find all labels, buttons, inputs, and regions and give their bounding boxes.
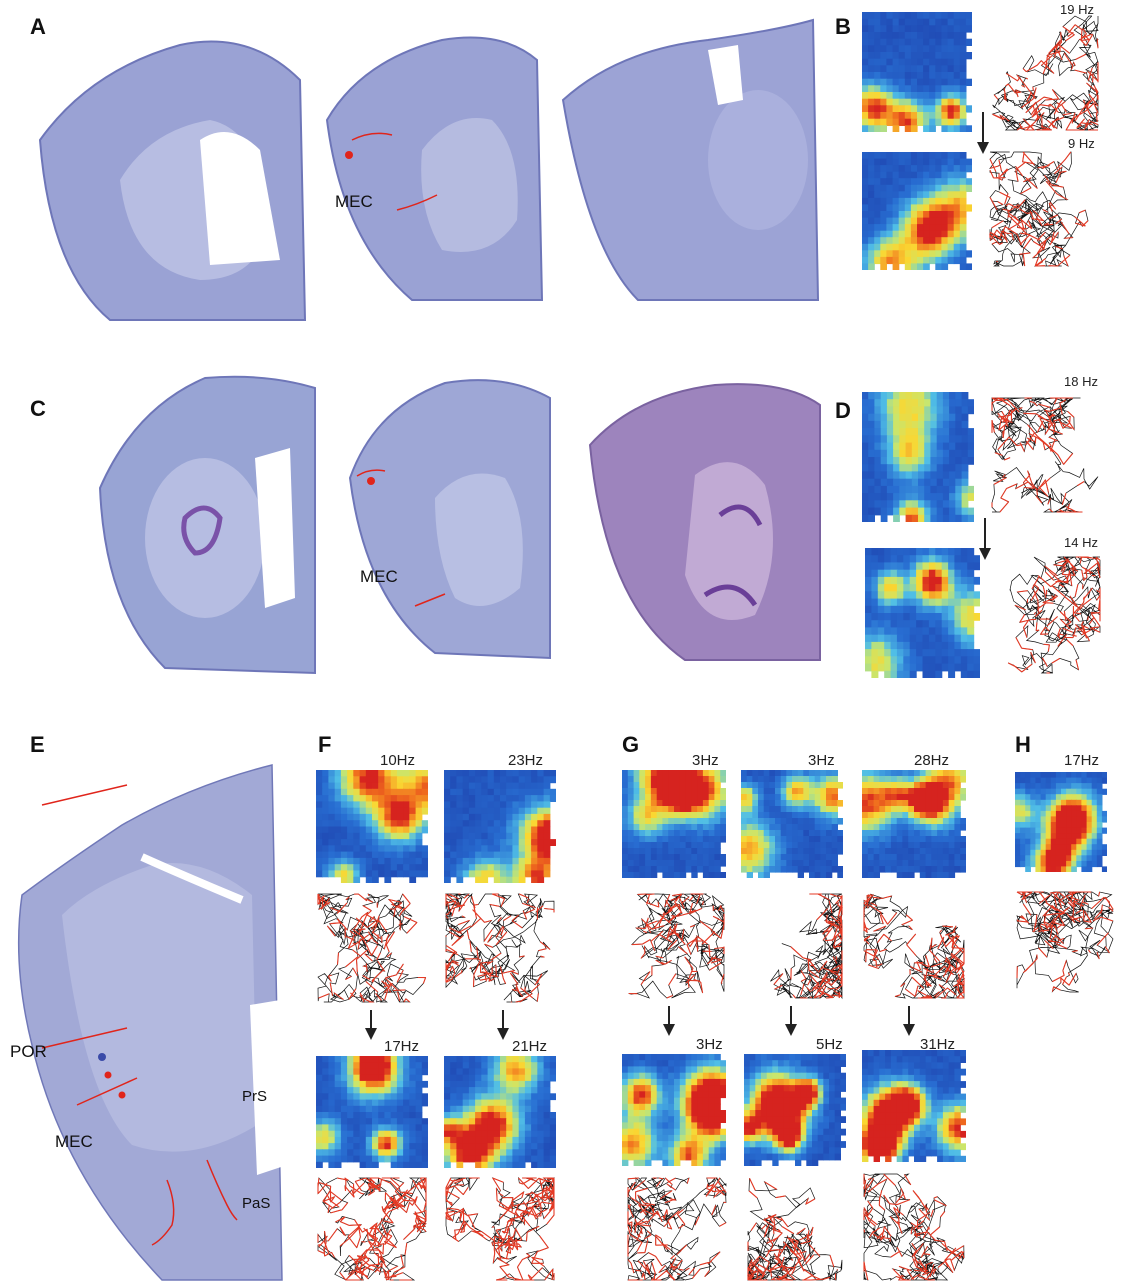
rate-f-bottom-2: 21Hz bbox=[512, 1038, 548, 1055]
trajectory-g-top-3 bbox=[862, 892, 966, 1000]
arrow-down-icon bbox=[903, 1006, 915, 1036]
brain-section-e bbox=[17, 764, 287, 1281]
brain-section-c1 bbox=[98, 375, 316, 675]
rate-map-b-bottom bbox=[862, 152, 972, 270]
trajectory-h-top bbox=[1015, 890, 1115, 994]
panel-letter-d: D bbox=[835, 398, 851, 423]
rate-f-top-1: 10Hz bbox=[380, 752, 416, 769]
panel-letter-e: E bbox=[30, 732, 45, 757]
rate-h-top: 17Hz bbox=[1064, 752, 1100, 769]
rate-b-bottom: 9 Hz bbox=[1068, 136, 1095, 151]
trajectory-g-top-1 bbox=[622, 892, 726, 1000]
rate-map-g-top-3 bbox=[862, 770, 966, 878]
label-prs: PrS bbox=[242, 1088, 268, 1105]
rate-d-top: 18 Hz bbox=[1064, 374, 1098, 389]
rate-g-bottom-1: 3Hz bbox=[696, 1036, 723, 1053]
trajectory-f-bottom-1 bbox=[316, 1176, 428, 1282]
label-pas: PaS bbox=[242, 1195, 271, 1212]
arrow-down-icon bbox=[785, 1006, 797, 1036]
rate-map-g-bottom-3 bbox=[862, 1050, 966, 1162]
rate-map-g-bottom-1 bbox=[622, 1054, 726, 1166]
trajectory-f-top-1 bbox=[316, 892, 428, 1004]
brain-section-a3 bbox=[561, 18, 820, 301]
trajectory-g-bottom-2 bbox=[746, 1176, 844, 1282]
rate-g-bottom-3: 31Hz bbox=[920, 1036, 956, 1053]
rate-g-top-1: 3Hz bbox=[692, 752, 719, 769]
trajectory-g-bottom-3 bbox=[862, 1172, 966, 1282]
arrow-down-icon bbox=[979, 518, 991, 560]
trajectory-g-bottom-1 bbox=[626, 1176, 728, 1282]
rate-map-h-top bbox=[1015, 772, 1107, 872]
rate-map-f-top-1 bbox=[316, 770, 428, 883]
trajectory-f-top-2 bbox=[444, 892, 556, 1004]
rate-b-top: 19 Hz bbox=[1060, 2, 1094, 17]
trajectory-b-top bbox=[988, 14, 1100, 132]
rate-map-f-top-2 bbox=[444, 770, 556, 883]
rate-map-d-bottom bbox=[865, 548, 980, 678]
arrow-down-icon bbox=[365, 1010, 377, 1040]
brain-section-a1 bbox=[38, 40, 307, 321]
rate-f-bottom-1: 17Hz bbox=[384, 1038, 420, 1055]
rate-f-top-2: 23Hz bbox=[508, 752, 544, 769]
label-mec-a: MEC bbox=[335, 192, 373, 211]
rate-map-g-bottom-2 bbox=[744, 1054, 846, 1166]
trajectory-f-bottom-2 bbox=[444, 1176, 556, 1282]
panel-letter-h: H bbox=[1015, 732, 1031, 757]
panel-letter-f: F bbox=[318, 732, 332, 757]
rate-g-top-3: 28Hz bbox=[914, 752, 950, 769]
label-por: POR bbox=[10, 1042, 47, 1061]
arrow-down-icon bbox=[663, 1006, 675, 1036]
trajectory-b-bottom bbox=[988, 150, 1100, 268]
panel-letter-c: C bbox=[30, 396, 46, 421]
rate-map-g-top-1 bbox=[622, 770, 726, 878]
rate-map-b-top bbox=[862, 12, 972, 132]
arrow-down-icon bbox=[977, 112, 989, 154]
rate-g-top-2: 3Hz bbox=[808, 752, 835, 769]
panel-letter-g: G bbox=[622, 732, 640, 757]
rate-map-f-bottom-1 bbox=[316, 1056, 428, 1168]
rate-map-d-top bbox=[862, 392, 974, 522]
brain-section-c2 bbox=[348, 379, 551, 660]
rate-g-bottom-2: 5Hz bbox=[816, 1036, 843, 1053]
brain-section-a2 bbox=[325, 36, 544, 301]
label-mec-c: MEC bbox=[360, 567, 398, 586]
trajectory-g-top-2 bbox=[744, 892, 844, 1000]
rate-d-bottom: 14 Hz bbox=[1064, 535, 1098, 550]
arrow-down-icon bbox=[497, 1010, 509, 1040]
rate-map-f-bottom-2 bbox=[444, 1056, 556, 1168]
rate-map-g-top-2 bbox=[741, 770, 843, 878]
trajectory-d-bottom bbox=[992, 555, 1102, 675]
panel-letter-b: B bbox=[835, 14, 851, 39]
panel-letter-a: A bbox=[30, 14, 46, 39]
brain-section-c3 bbox=[588, 383, 821, 661]
trajectory-d-top bbox=[990, 396, 1100, 514]
label-mec-e: MEC bbox=[55, 1132, 93, 1151]
